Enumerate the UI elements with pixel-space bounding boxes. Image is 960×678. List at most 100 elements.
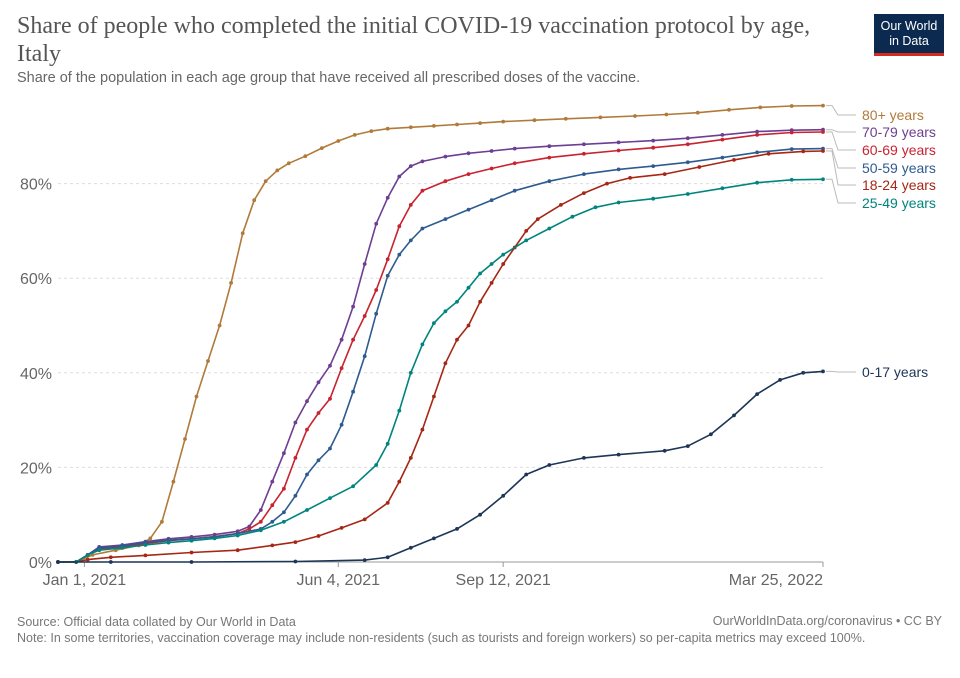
data-point: [616, 140, 621, 145]
data-point: [235, 548, 240, 553]
data-point: [547, 226, 552, 231]
data-point: [489, 262, 494, 266]
data-point: [501, 262, 506, 266]
series-line: [58, 131, 824, 563]
data-point: [685, 142, 690, 147]
data-point: [720, 186, 725, 191]
series-line: [58, 370, 824, 563]
y-tick-label: 60%: [20, 271, 52, 288]
data-point: [821, 130, 825, 134]
data-point: [524, 472, 529, 477]
legend-label: 80+ years: [862, 107, 924, 123]
x-tick-label: Sep 12, 2021: [456, 572, 551, 589]
data-point: [286, 161, 291, 166]
data-point: [616, 200, 621, 205]
data-point: [727, 107, 731, 112]
data-point: [420, 342, 425, 347]
data-point: [582, 172, 586, 177]
data-point: [351, 337, 355, 342]
data-point: [420, 159, 425, 164]
data-point: [397, 252, 402, 257]
data-point: [732, 413, 736, 418]
data-point: [547, 144, 552, 149]
data-point: [664, 112, 669, 117]
data-point: [582, 191, 586, 196]
data-point: [778, 378, 782, 382]
data-point: [455, 299, 459, 304]
data-point: [385, 257, 390, 262]
data-point: [85, 553, 90, 557]
data-point: [328, 496, 332, 500]
data-point: [489, 281, 494, 285]
data-point: [316, 458, 321, 463]
data-point: [319, 146, 324, 151]
data-point: [339, 422, 344, 427]
data-point: [282, 486, 286, 491]
data-point: [570, 214, 575, 219]
data-point: [821, 149, 825, 153]
data-point: [651, 164, 656, 169]
line-chart: 0% 20% 40% 60% 80% Jan 1, 2021 Jun 4, 2021 Sep …: [20, 103, 936, 589]
data-point: [385, 441, 390, 446]
data-point: [374, 463, 379, 467]
data-point: [616, 167, 621, 172]
data-point: [616, 452, 621, 457]
data-point: [56, 560, 60, 564]
credit-link[interactable]: OurWorldInData.org/coronavirus • CC BY: [712, 614, 942, 628]
data-point: [512, 161, 517, 166]
logo-line-1: Our World: [880, 19, 938, 33]
data-point: [374, 311, 379, 316]
data-point: [651, 145, 656, 150]
legend-label: 18-24 years: [862, 177, 936, 193]
data-point: [455, 337, 459, 342]
data-point: [535, 217, 540, 222]
data-point: [466, 207, 471, 212]
data-point: [351, 389, 355, 394]
data-point: [532, 118, 537, 123]
data-point: [432, 124, 436, 128]
footnote: Note: In some territories, vaccination c…: [17, 631, 866, 645]
data-point: [305, 427, 309, 432]
series-line: [58, 104, 824, 563]
data-point: [821, 177, 825, 182]
series-line: [58, 178, 824, 563]
data-point: [720, 133, 725, 137]
data-point: [189, 560, 194, 564]
y-tick-label: 80%: [20, 177, 52, 194]
data-point: [339, 366, 344, 370]
data-point: [316, 411, 321, 415]
data-point: [85, 557, 90, 562]
data-point: [501, 119, 506, 124]
data-point: [720, 155, 725, 160]
data-point: [270, 503, 275, 508]
owid-logo[interactable]: Our World in Data: [874, 14, 944, 56]
data-point: [466, 323, 471, 328]
legend-connector: [826, 148, 856, 169]
data-point: [143, 553, 148, 558]
legend-label: 60-69 years: [862, 142, 936, 158]
data-point: [293, 420, 298, 425]
data-point: [293, 559, 298, 564]
data-point: [408, 370, 413, 375]
data-point: [339, 526, 344, 530]
data-point: [758, 105, 763, 110]
data-point: [732, 158, 736, 162]
data-point: [108, 560, 113, 564]
data-point: [148, 536, 153, 541]
data-point: [685, 192, 690, 196]
data-point: [258, 519, 263, 524]
data-point: [432, 394, 436, 399]
legend-connector: [826, 150, 856, 186]
data-point: [97, 548, 102, 553]
data-point: [189, 550, 194, 555]
data-point: [235, 533, 240, 538]
data-point: [512, 146, 517, 151]
data-point: [397, 408, 402, 413]
data-point: [351, 484, 355, 489]
y-tick-label: 40%: [20, 366, 52, 383]
data-point: [385, 501, 390, 505]
data-point: [374, 221, 379, 226]
data-point: [108, 555, 113, 560]
data-point: [339, 337, 344, 342]
